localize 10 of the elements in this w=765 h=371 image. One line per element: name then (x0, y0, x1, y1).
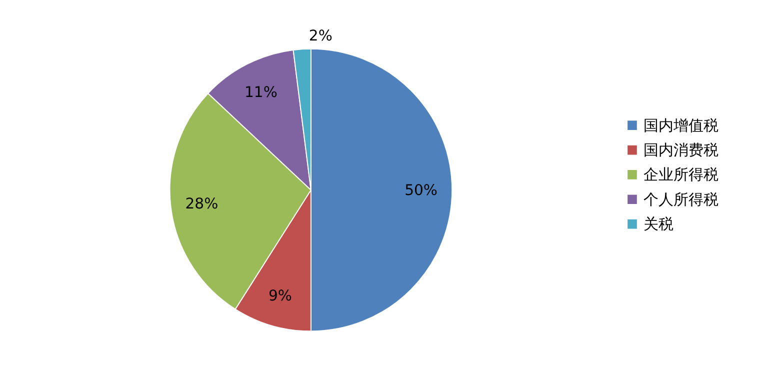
legend-label: 国内消费税 (644, 142, 719, 159)
data-label: 2% (308, 27, 332, 44)
legend-label: 关税 (644, 216, 674, 233)
data-label: 11% (244, 84, 278, 101)
legend-label: 企业所得税 (644, 166, 719, 184)
legend-label: 国内增值税 (644, 117, 719, 134)
data-label: 28% (185, 196, 218, 213)
legend-label: 个人所得税 (644, 191, 719, 208)
data-label: 9% (268, 288, 292, 305)
data-label: 50% (404, 182, 438, 199)
